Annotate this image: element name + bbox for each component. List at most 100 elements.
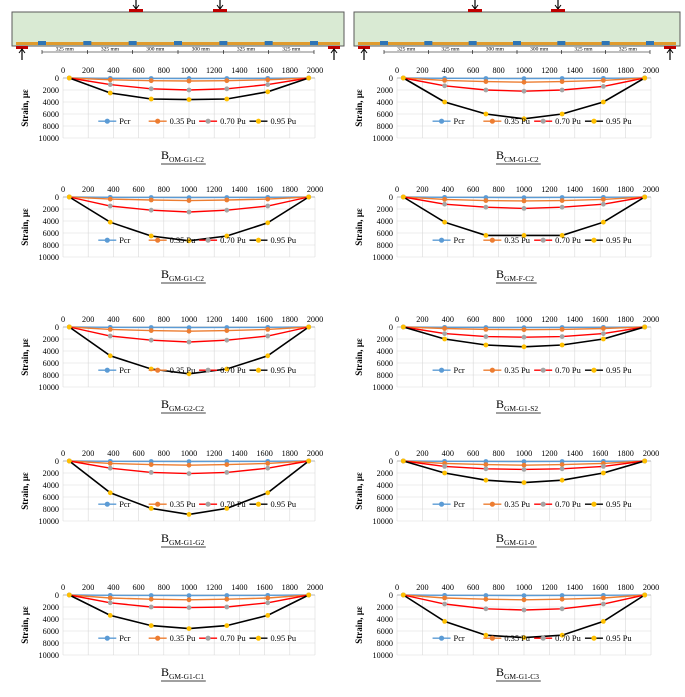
data-point-3 [600, 470, 606, 476]
strain-gauge [646, 41, 654, 45]
x-tick-label: 0 [61, 449, 65, 458]
data-point-3 [521, 344, 527, 350]
y-tick-label: 4000 [43, 347, 59, 356]
data-point-0 [186, 459, 192, 464]
data-point-1 [224, 197, 230, 203]
x-tick-label: 2000 [643, 315, 659, 324]
x-tick-label: 1000 [181, 66, 197, 75]
data-point-3 [559, 111, 565, 117]
legend-marker [438, 501, 445, 507]
data-point-2 [148, 470, 154, 475]
data-point-1 [521, 327, 527, 333]
legend-label: Pcr [454, 117, 465, 126]
x-tick-label: 1000 [516, 583, 532, 592]
dimension-label: 300 mm [486, 47, 505, 53]
data-point-2 [107, 600, 113, 606]
x-tick-label: 1200 [541, 583, 557, 592]
x-tick-label: 1000 [181, 315, 197, 324]
legend-label: 0.70 Pu [555, 117, 581, 126]
x-tick-label: 1600 [256, 449, 272, 458]
x-tick-label: 1000 [516, 66, 532, 75]
y-tick-label: 0 [389, 193, 393, 202]
legend-label: 0.70 Pu [555, 366, 581, 375]
y-tick-label: 4000 [43, 481, 59, 490]
data-point-3 [642, 75, 648, 81]
data-point-1 [186, 597, 192, 603]
legend-label: 0.70 Pu [555, 634, 581, 643]
y-tick-label: 4000 [43, 217, 59, 226]
x-tick-label: 600 [132, 185, 144, 194]
x-tick-label: 1800 [282, 449, 298, 458]
data-point-3 [400, 194, 406, 200]
y-tick-label: 8000 [43, 639, 59, 648]
x-tick-label: 600 [467, 315, 479, 324]
legend-marker [155, 237, 161, 243]
x-tick-label: 1200 [541, 185, 557, 194]
y-tick-label: 8000 [43, 371, 59, 380]
data-point-2 [483, 87, 489, 93]
data-point-0 [224, 593, 230, 598]
legend-marker [155, 635, 161, 641]
caption-subscript: GM-G1-C1 [169, 672, 204, 681]
data-point-1 [521, 79, 527, 85]
data-point-3 [186, 371, 192, 377]
chart-caption: BGM-G1-C2 [161, 267, 204, 283]
x-tick-label: 1400 [231, 583, 247, 592]
legend-marker [489, 635, 495, 641]
legend-label: Pcr [454, 366, 465, 375]
x-tick-label: 1800 [617, 583, 633, 592]
x-tick-label: 2000 [643, 66, 659, 75]
arrow-head-icon [330, 48, 338, 54]
y-tick-label: 4000 [377, 481, 393, 490]
legend-label: 0.70 Pu [555, 500, 581, 509]
data-point-1 [148, 78, 154, 84]
x-tick-label: 1600 [256, 185, 272, 194]
data-point-3 [559, 477, 565, 483]
x-tick-label: 1200 [541, 315, 557, 324]
x-tick-label: 600 [132, 449, 144, 458]
legend-label: 0.95 Pu [270, 634, 296, 643]
y-tick-label: 8000 [43, 122, 59, 131]
y-tick-label: 0 [55, 457, 59, 466]
data-point-2 [600, 84, 606, 89]
x-tick-label: 1400 [567, 449, 583, 458]
arrow-head-icon [666, 48, 674, 54]
y-tick-label: 2000 [43, 469, 59, 478]
x-tick-label: 600 [132, 583, 144, 592]
data-point-2 [148, 86, 154, 92]
legend-marker [438, 635, 445, 641]
y-tick-label: 10000 [373, 134, 393, 143]
chart-caption: BGM-G1-C3 [496, 665, 539, 681]
data-point-3 [600, 619, 606, 624]
legend-marker [104, 237, 110, 243]
legend-label: 0.35 Pu [170, 366, 196, 375]
y-tick-label: 2000 [43, 335, 59, 344]
y-axis-label: Strain, µε [354, 606, 364, 644]
x-tick-label: 1600 [592, 315, 608, 324]
legend-label: 0.95 Pu [606, 500, 632, 509]
data-point-2 [442, 83, 448, 89]
x-tick-label: 800 [492, 66, 504, 75]
y-tick-label: 8000 [377, 122, 393, 131]
x-tick-label: 1000 [181, 583, 197, 592]
dimension-label: 325 mm [397, 47, 416, 53]
legend-marker [205, 367, 211, 373]
chart-caption: BOM-G1-C2 [161, 148, 204, 164]
dimension-label: 325 mm [619, 47, 638, 53]
legend-label: Pcr [119, 117, 130, 126]
legend-marker [489, 501, 495, 507]
legend-label: 0.95 Pu [606, 236, 632, 245]
chart-panel-8: 0 2000 4000 6000 8000 10000 0 200 400 600 800 1000 1… [20, 583, 323, 682]
legend-marker [540, 118, 546, 124]
chart-panel-1: 0 2000 4000 6000 8000 10000 0 200 400 600 800 1000 1… [354, 66, 659, 165]
legend-marker [489, 367, 495, 373]
data-point-2 [521, 467, 527, 472]
legend-label: 0.70 Pu [220, 634, 246, 643]
data-point-1 [600, 78, 606, 83]
caption-main: B [161, 397, 169, 411]
data-point-3 [442, 336, 448, 342]
support-plate [16, 46, 28, 49]
x-tick-label: 0 [395, 583, 399, 592]
x-tick-label: 1000 [181, 185, 197, 194]
